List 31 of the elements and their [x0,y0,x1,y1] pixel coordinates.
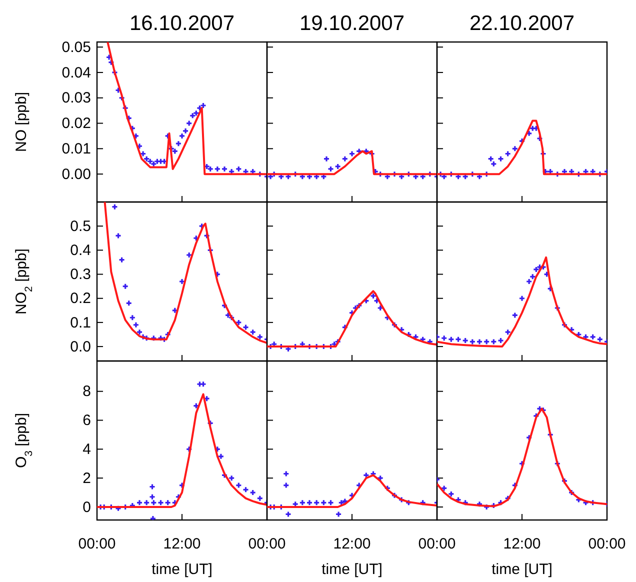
y-tick-label: 0.5 [70,218,91,235]
chart-title: 22.10.2007 [469,12,575,35]
y-tick-label: 0.2 [70,290,91,308]
y-tick-label: 0.4 [70,242,91,259]
y-tick-label: 0.3 [70,266,91,284]
y-tick-label: 0.02 [62,115,91,132]
chart-title: 19.10.2007 [299,12,405,35]
y-tick-label: 0.04 [62,64,91,82]
y-tick-label: 6 [82,412,91,430]
x-tick-label: 00:00 [588,536,626,553]
y-tick-label: 2 [82,470,91,487]
x-axis-title: time [UT] [152,561,212,578]
chart-title: 16.10.2007 [129,12,235,35]
x-tick-label: 12:00 [333,536,371,553]
x-tick-label: 00:00 [418,536,456,553]
y-axis-title: NO [ppb] [13,92,30,152]
x-tick-label: 00:00 [248,536,286,553]
x-tick-label: 12:00 [503,536,541,553]
y-tick-label: 0.00 [62,166,91,183]
y-tick-label: 0.01 [62,140,91,158]
y-tick-label: 0.1 [70,314,91,332]
y-tick-label: 0 [82,498,91,516]
y-tick-label: 0.05 [62,38,91,56]
y-tick-label: 0.0 [70,338,91,356]
y-tick-label: 4 [82,440,91,458]
x-axis-title: time [UT] [492,561,552,578]
x-tick-label: 12:00 [163,536,201,553]
y-tick-label: 8 [82,383,91,400]
x-axis-title: time [UT] [322,561,382,578]
y-tick-label: 0.03 [62,90,91,107]
x-tick-label: 00:00 [78,536,116,553]
